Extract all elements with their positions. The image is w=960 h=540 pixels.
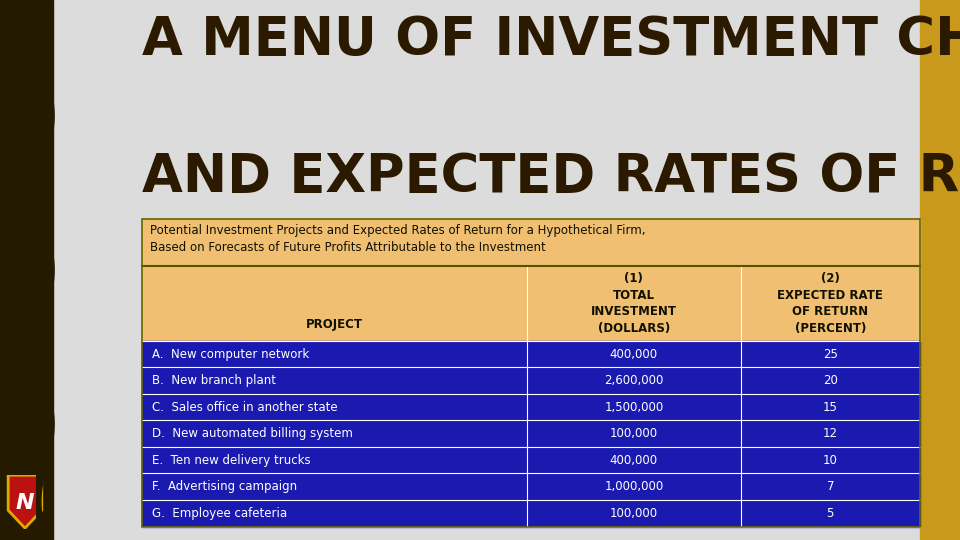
Text: 25: 25 [823, 348, 838, 361]
Text: F.  Advertising campaign: F. Advertising campaign [152, 480, 297, 493]
Bar [142, 266, 920, 341]
Text: 400,000: 400,000 [610, 348, 658, 361]
Bar [0, 0, 53, 540]
Bar [142, 474, 920, 500]
Text: A.  New computer network: A. New computer network [152, 348, 309, 361]
Bar [142, 219, 920, 526]
Text: AND EXPECTED RATES OF RETURN: AND EXPECTED RATES OF RETURN [142, 151, 960, 203]
Text: 5: 5 [827, 507, 834, 519]
Text: B.  New branch plant: B. New branch plant [152, 374, 276, 387]
Text: 20: 20 [823, 374, 838, 387]
Bar [142, 341, 920, 367]
Bar [142, 447, 920, 474]
Text: A MENU OF INVESTMENT CHOICES: A MENU OF INVESTMENT CHOICES [142, 14, 960, 65]
Text: 12: 12 [823, 427, 838, 440]
Text: C.  Sales office in another state: C. Sales office in another state [152, 401, 337, 414]
Bar [920, 0, 960, 540]
Text: 10: 10 [823, 454, 838, 467]
Text: G.  Employee cafeteria: G. Employee cafeteria [152, 507, 287, 519]
Bar [142, 420, 920, 447]
Text: D.  New automated billing system: D. New automated billing system [152, 427, 352, 440]
Text: Potential Investment Projects and Expected Rates of Return for a Hypothetical Fi: Potential Investment Projects and Expect… [150, 224, 645, 254]
Text: 100,000: 100,000 [610, 507, 658, 519]
Text: 100,000: 100,000 [610, 427, 658, 440]
Text: PROJECT: PROJECT [306, 318, 363, 331]
Text: (1)
TOTAL
INVESTMENT
(DOLLARS): (1) TOTAL INVESTMENT (DOLLARS) [591, 272, 677, 335]
Text: 1,500,000: 1,500,000 [604, 401, 663, 414]
Text: 15: 15 [823, 401, 838, 414]
Text: E.  Ten new delivery trucks: E. Ten new delivery trucks [152, 454, 310, 467]
Bar [142, 394, 920, 420]
Text: 2,600,000: 2,600,000 [604, 374, 663, 387]
Bar [142, 219, 920, 266]
Text: (2)
EXPECTED RATE
OF RETURN
(PERCENT): (2) EXPECTED RATE OF RETURN (PERCENT) [778, 272, 883, 335]
Bar [142, 500, 920, 526]
Text: 7: 7 [827, 480, 834, 493]
Text: 400,000: 400,000 [610, 454, 658, 467]
Text: 1,000,000: 1,000,000 [604, 480, 663, 493]
Text: N: N [15, 493, 35, 514]
Polygon shape [9, 475, 41, 528]
Bar [142, 367, 920, 394]
